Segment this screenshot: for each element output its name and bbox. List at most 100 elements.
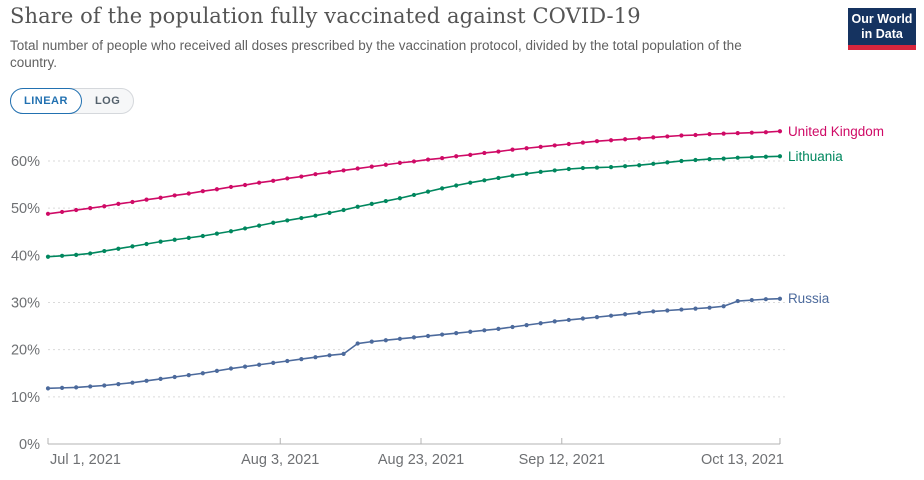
data-point [341, 207, 346, 213]
data-point [313, 172, 318, 177]
data-point [735, 155, 740, 160]
series-line-russia [47, 297, 780, 390]
data-point [552, 319, 557, 324]
data-point [271, 178, 276, 183]
data-point [637, 136, 642, 141]
data-point [763, 130, 768, 135]
data-point [158, 195, 163, 200]
data-point [214, 231, 220, 236]
data-point [749, 130, 754, 135]
data-point [158, 239, 163, 244]
data-point [594, 165, 600, 170]
page-title: Share of the population fully vaccinated… [10, 4, 641, 28]
y-axis-tick-label: 40% [11, 248, 40, 264]
data-point [623, 164, 628, 169]
data-point [651, 135, 656, 140]
data-point [271, 360, 276, 365]
data-point [299, 356, 304, 362]
data-point [144, 197, 149, 202]
series-label-russia[interactable]: Russia [788, 291, 830, 306]
data-point [299, 215, 304, 221]
log-scale-button[interactable]: LOG [82, 89, 133, 113]
data-point [482, 178, 487, 183]
data-point [749, 155, 754, 160]
scale-toggle: LINEAR LOG [10, 88, 135, 114]
data-point [242, 226, 248, 231]
series-line-lithuania [47, 155, 780, 258]
data-point [693, 306, 698, 311]
data-point [158, 376, 163, 382]
data-point [186, 191, 191, 196]
data-point [482, 150, 487, 156]
data-point [425, 157, 431, 162]
data-point [341, 351, 346, 357]
data-point [200, 371, 205, 376]
data-point [397, 336, 402, 341]
data-point [580, 316, 585, 321]
data-point [510, 147, 515, 152]
data-point [200, 189, 205, 194]
data-point [707, 305, 712, 310]
data-point [257, 362, 262, 367]
data-point [735, 298, 740, 304]
linear-scale-button[interactable]: LINEAR [10, 88, 82, 114]
data-point [228, 184, 234, 190]
data-point [524, 171, 529, 176]
data-point [468, 152, 473, 157]
data-point [538, 321, 543, 326]
series-line-united-kingdom [47, 130, 781, 215]
data-point [172, 193, 177, 198]
series-united-kingdom[interactable] [45, 129, 783, 216]
data-point [566, 166, 571, 172]
data-point [608, 165, 614, 170]
data-point [440, 186, 445, 191]
data-point [454, 331, 459, 336]
owid-logo[interactable]: Our World in Data [848, 8, 916, 50]
series-russia[interactable] [45, 296, 783, 391]
data-point [88, 206, 93, 211]
data-point [172, 374, 177, 380]
series-label-united-kingdom[interactable]: United Kingdom [788, 124, 884, 139]
data-point [242, 182, 248, 188]
data-point [383, 162, 388, 167]
data-point [637, 310, 642, 315]
data-point [594, 315, 600, 320]
data-point [383, 338, 388, 343]
data-point [74, 207, 79, 213]
data-point [580, 140, 585, 145]
data-point [538, 144, 543, 149]
data-point [679, 158, 684, 164]
series-label-lithuania[interactable]: Lithuania [788, 149, 843, 164]
data-point [74, 252, 79, 257]
data-point [665, 160, 670, 165]
data-point [496, 175, 501, 181]
data-point [637, 163, 642, 168]
data-point [313, 355, 318, 360]
x-axis: Jul 1, 2021 Aug 3, 2021 Aug 23, 2021 Sep 12… [47, 438, 784, 468]
data-point [172, 237, 177, 242]
series-lithuania[interactable] [45, 154, 783, 259]
data-point [777, 129, 783, 134]
data-point [88, 384, 93, 389]
data-point [468, 180, 473, 185]
data-point [440, 332, 445, 337]
data-point [369, 339, 374, 344]
data-point [440, 156, 445, 161]
data-point [327, 353, 332, 358]
data-point [355, 166, 360, 171]
data-point [228, 366, 234, 371]
data-point [411, 159, 417, 164]
data-point [116, 246, 121, 251]
y-axis-tick-label: 50% [11, 201, 40, 217]
data-point [496, 149, 501, 154]
y-axis-tick-label: 20% [11, 343, 40, 359]
data-point [763, 297, 768, 302]
y-axis-tick-label: 10% [11, 390, 40, 406]
data-point [116, 381, 121, 387]
data-point [45, 386, 51, 391]
data-point [707, 131, 712, 137]
data-point [397, 196, 402, 201]
data-point [369, 164, 374, 169]
data-point [130, 244, 135, 249]
